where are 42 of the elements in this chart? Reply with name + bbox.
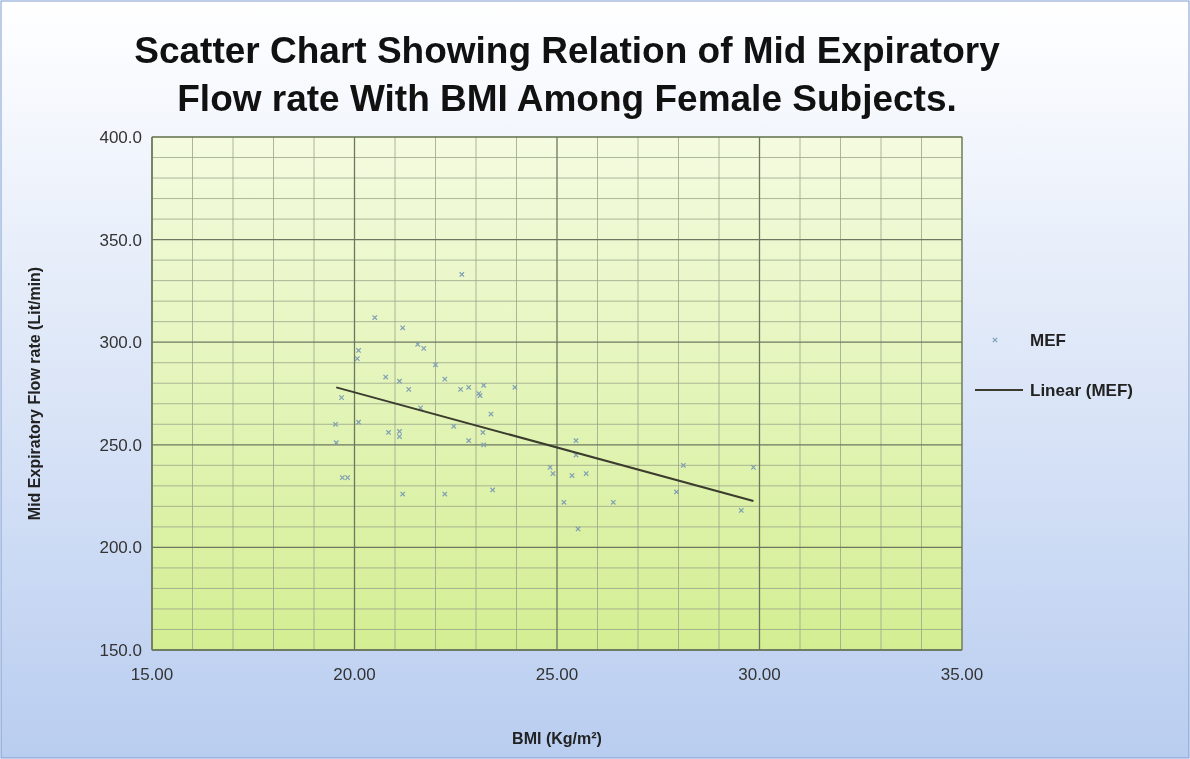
x-tick-label: 15.00 (130, 665, 174, 684)
point (332, 421, 339, 428)
point (489, 487, 496, 493)
legend-label: MEF (1030, 331, 1066, 350)
point (414, 341, 421, 348)
point (569, 472, 575, 479)
point (673, 489, 680, 495)
x-tick-label: 35.00 (940, 665, 984, 684)
point (573, 437, 579, 444)
chart-title: Scatter Chart Showing Relation of Mid Expiratory Flow rate With BMI Among Female Subjects. (134, 30, 1001, 119)
y-axis-title: Mid Expiratory Flow rate (Lit/min) (26, 266, 43, 521)
x-tick-label: 30.00 (738, 665, 781, 684)
point (738, 507, 745, 514)
point (420, 345, 427, 352)
y-tick-label: 250.0 (99, 435, 142, 455)
point (442, 491, 448, 497)
y-tick-label: 400.0 (99, 128, 142, 147)
point (382, 374, 389, 380)
point (405, 386, 412, 393)
point (396, 378, 403, 384)
x-tick-label: 25.00 (535, 665, 579, 684)
y-tick-label: 200.0 (99, 538, 142, 558)
point (480, 442, 487, 448)
point (550, 470, 556, 477)
y-tick-label: 150.0 (99, 641, 142, 660)
point (561, 499, 567, 506)
point (399, 325, 406, 331)
point (459, 271, 465, 278)
point (583, 470, 589, 477)
point (371, 314, 378, 321)
point (512, 384, 518, 391)
point (355, 419, 362, 426)
point (547, 464, 553, 471)
point (480, 429, 486, 436)
x-axis-title: BMI (Kg/m²) (512, 730, 602, 747)
point (417, 405, 424, 411)
point (399, 491, 406, 497)
x-tick-label: 20.00 (333, 665, 376, 684)
y-tick-label: 350.0 (99, 230, 142, 250)
y-tick-label: 300.0 (99, 333, 142, 353)
legend-label: Linear (MEF) (1030, 381, 1133, 400)
point (432, 361, 439, 368)
